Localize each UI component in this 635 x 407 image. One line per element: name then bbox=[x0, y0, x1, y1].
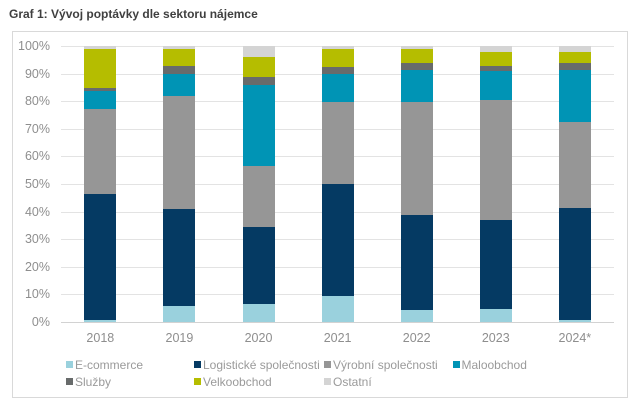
legend-marker-Velkoobchod bbox=[194, 378, 201, 385]
legend-marker-Služby bbox=[66, 378, 73, 385]
bar-segment-2023-Velkoobchod[interactable] bbox=[479, 51, 512, 66]
x-axis-label-2018: 2018 bbox=[86, 331, 115, 345]
y-axis-label-70%: 70% bbox=[24, 121, 50, 136]
bar-segment-2023-Maloobchod[interactable] bbox=[479, 71, 512, 101]
y-axis-label-0%: 0% bbox=[31, 314, 50, 329]
bar-segment-2024*-E-commerce[interactable] bbox=[558, 320, 591, 323]
bar-segment-2020-Logistické společnosti[interactable] bbox=[242, 227, 275, 305]
bar-segment-2023-E-commerce[interactable] bbox=[479, 308, 512, 323]
x-axis-label-2019: 2019 bbox=[165, 331, 194, 345]
bar-segment-2022-Velkoobchod[interactable] bbox=[400, 49, 433, 63]
bar-segment-2021-Velkoobchod[interactable] bbox=[321, 49, 354, 68]
bar-segment-2024*-Logistické společnosti[interactable] bbox=[558, 207, 591, 321]
legend-marker-Výrobní společnosti bbox=[324, 361, 331, 369]
bar-segment-2019-Velkoobchod[interactable] bbox=[163, 49, 196, 66]
y-axis-label-90%: 90% bbox=[24, 66, 50, 81]
legend-label-Ostatní: Ostatní bbox=[333, 374, 372, 389]
legend-marker-Ostatní bbox=[324, 378, 331, 385]
bar-segment-2024*-Velkoobchod[interactable] bbox=[558, 51, 591, 63]
bar-2023[interactable] bbox=[479, 46, 512, 323]
bar-segment-2019-Výrobní společnosti[interactable] bbox=[163, 96, 196, 210]
bar-segment-2018-Velkoobchod[interactable] bbox=[84, 49, 117, 88]
bar-segment-2018-Výrobní společnosti[interactable] bbox=[84, 108, 117, 195]
bar-segment-2019-Maloobchod[interactable] bbox=[163, 74, 196, 97]
bar-segment-2022-Služby[interactable] bbox=[400, 62, 433, 70]
bar-segment-2018-E-commerce[interactable] bbox=[84, 320, 117, 323]
legend-marker-Logistické společnosti bbox=[194, 361, 201, 369]
bar-segment-2024*-Služby[interactable] bbox=[558, 62, 591, 70]
legend-row-2: Služby Velkoobchod Ostatní bbox=[13, 375, 627, 389]
bar-segment-2022-Výrobní společnosti[interactable] bbox=[400, 101, 433, 215]
bar-segment-2020-E-commerce[interactable] bbox=[242, 304, 275, 323]
y-axis-label-30%: 30% bbox=[24, 232, 50, 247]
gridline-100% bbox=[60, 45, 615, 47]
chart-title: Graf 1: Vývoj poptávky dle sektoru nájem… bbox=[9, 7, 258, 21]
y-axis-label-50%: 50% bbox=[24, 176, 50, 191]
bar-segment-2021-Ostatní[interactable] bbox=[321, 46, 354, 50]
bar-segment-2019-Služby[interactable] bbox=[163, 65, 196, 74]
bar-segment-2023-Služby[interactable] bbox=[479, 65, 512, 72]
legend-label-Logistické společnosti: Logistické společnosti bbox=[203, 357, 320, 372]
bar-segment-2019-Logistické společnosti[interactable] bbox=[163, 209, 196, 306]
bar-segment-2024*-Výrobní společnosti[interactable] bbox=[558, 122, 591, 208]
gridline-0% bbox=[60, 321, 615, 323]
y-axis-label-80%: 80% bbox=[24, 94, 50, 109]
bar-segment-2021-Logistické společnosti[interactable] bbox=[321, 184, 354, 297]
bar-segment-2020-Služby[interactable] bbox=[242, 76, 275, 86]
bar-segment-2021-Služby[interactable] bbox=[321, 67, 354, 74]
bar-segment-2018-Logistické společnosti[interactable] bbox=[84, 194, 117, 321]
legend-marker-E-commerce bbox=[66, 361, 73, 369]
bar-segment-2024*-Ostatní[interactable] bbox=[558, 46, 591, 52]
gridline-50% bbox=[60, 183, 615, 185]
bar-segment-2022-Maloobchod[interactable] bbox=[400, 69, 433, 102]
bar-segment-2020-Výrobní společnosti[interactable] bbox=[242, 166, 275, 228]
x-axis-label-2021: 2021 bbox=[323, 331, 352, 345]
bar-segment-2022-Ostatní[interactable] bbox=[400, 46, 433, 50]
y-axis-label-20%: 20% bbox=[24, 259, 50, 274]
bar-segment-2020-Ostatní[interactable] bbox=[242, 46, 275, 58]
legend-label-E-commerce: E-commerce bbox=[75, 357, 144, 372]
bar-segment-2022-Logistické společnosti[interactable] bbox=[400, 214, 433, 310]
legend-label-Maloobchod: Maloobchod bbox=[461, 357, 527, 372]
y-axis-label-60%: 60% bbox=[24, 149, 50, 164]
bar-segment-2022-E-commerce[interactable] bbox=[400, 309, 433, 323]
bar-2018[interactable] bbox=[84, 46, 117, 323]
bar-segment-2019-E-commerce[interactable] bbox=[163, 305, 196, 323]
bar-segment-2020-Velkoobchod[interactable] bbox=[242, 57, 275, 77]
bar-segment-2019-Ostatní[interactable] bbox=[163, 46, 196, 50]
bar-segment-2018-Služby[interactable] bbox=[84, 87, 117, 91]
legend-label-Velkoobchod: Velkoobchod bbox=[203, 374, 272, 389]
legend-label-Výrobní společnosti: Výrobní společnosti bbox=[333, 357, 438, 372]
x-axis-label-2023: 2023 bbox=[481, 331, 510, 345]
bar-2021[interactable] bbox=[321, 46, 354, 323]
y-axis-label-100%: 100% bbox=[18, 38, 50, 53]
x-axis-label-2024*: 2024* bbox=[558, 331, 592, 345]
chart-frame: 0% 10% 20% 30% 40% 50% 60% 70% 80% 90% 100% 2018 201… bbox=[12, 31, 628, 398]
bar-segment-2023-Logistické společnosti[interactable] bbox=[479, 220, 512, 309]
y-axis-label-40%: 40% bbox=[24, 204, 50, 219]
bar-2020[interactable] bbox=[242, 46, 275, 323]
y-axis-label-10%: 10% bbox=[24, 287, 50, 302]
bar-segment-2024*-Maloobchod[interactable] bbox=[558, 69, 591, 123]
legend-marker-Maloobchod bbox=[452, 361, 460, 369]
bar-segment-2020-Maloobchod[interactable] bbox=[242, 85, 275, 167]
x-axis-label-2022: 2022 bbox=[402, 331, 431, 345]
bar-2024*[interactable] bbox=[558, 46, 591, 323]
legend-label-Služby: Služby bbox=[75, 374, 112, 389]
bar-2022[interactable] bbox=[400, 46, 433, 323]
bar-segment-2021-Výrobní společnosti[interactable] bbox=[321, 101, 354, 185]
bar-segment-2018-Maloobchod[interactable] bbox=[84, 90, 117, 109]
bar-segment-2021-Maloobchod[interactable] bbox=[321, 74, 354, 102]
legend-row-1: E-commerce Logistické společnosti Výrobní … bbox=[13, 358, 627, 372]
bar-segment-2023-Ostatní[interactable] bbox=[479, 46, 512, 52]
bar-2019[interactable] bbox=[163, 46, 196, 323]
bar-segment-2023-Výrobní společnosti[interactable] bbox=[479, 100, 512, 221]
bar-segment-2018-Ostatní[interactable] bbox=[84, 46, 117, 50]
bar-segment-2021-E-commerce[interactable] bbox=[321, 296, 354, 323]
x-axis-label-2020: 2020 bbox=[244, 331, 273, 345]
